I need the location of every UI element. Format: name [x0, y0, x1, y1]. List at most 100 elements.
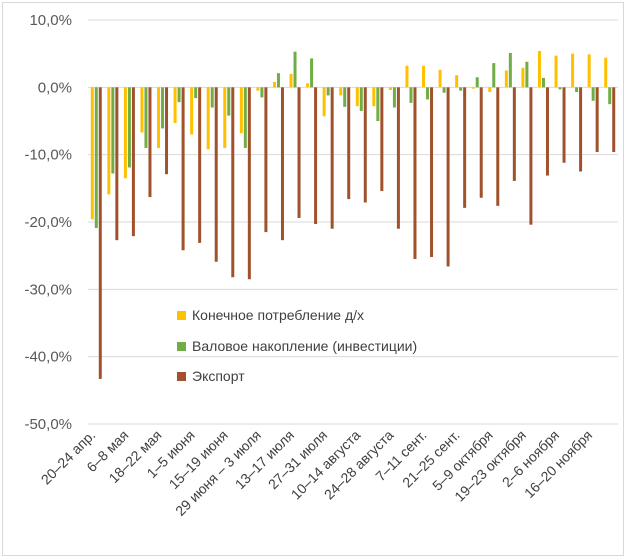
bar-series-3 — [595, 87, 599, 152]
bar-series-1 — [554, 55, 558, 88]
bar-series-1 — [537, 50, 541, 88]
bar-series-2 — [260, 87, 264, 98]
bar-series-1 — [571, 53, 575, 88]
bar-series-3 — [612, 87, 616, 152]
bar-series-2 — [243, 87, 247, 148]
bar-series-1 — [405, 65, 409, 88]
bar-series-2 — [426, 87, 430, 100]
bar-series-2 — [127, 87, 131, 168]
bar-series-3 — [413, 87, 417, 260]
bar-series-2 — [194, 87, 198, 99]
bar-series-1 — [488, 87, 492, 93]
bar-series-1 — [306, 83, 310, 88]
bar-series-3 — [579, 87, 583, 172]
bar-series-1 — [140, 87, 144, 133]
y-tick-label: 0,0% — [38, 79, 72, 96]
bar-series-2 — [392, 87, 396, 108]
y-tick-label: -30,0% — [24, 281, 72, 298]
bar-series-1 — [256, 87, 260, 91]
bar-series-3 — [264, 87, 268, 233]
bar-series-3 — [131, 87, 135, 237]
y-axis-tick-labels: 10,0% 0,0% -10,0% -20,0% -30,0% -40,0% -50,0% — [24, 12, 72, 433]
bar-series-2 — [409, 87, 413, 103]
bar-series-2 — [541, 77, 545, 88]
bar-series-1 — [239, 87, 243, 134]
chart-frame — [2, 2, 624, 556]
bar-series-2 — [111, 87, 115, 174]
bar-series-1 — [157, 87, 161, 148]
bar-series-2 — [608, 87, 612, 105]
bar-series-1 — [339, 87, 343, 96]
bar-series-1 — [521, 67, 525, 88]
legend-swatch — [177, 342, 186, 351]
bar-series-2 — [376, 87, 380, 121]
bar-series-1 — [422, 65, 426, 88]
bar-series-2 — [575, 87, 579, 93]
bar-series-2 — [144, 87, 148, 148]
y-tick-label: 10,0% — [29, 12, 72, 29]
bar-series-2 — [326, 87, 330, 96]
bar-series-2 — [227, 87, 231, 116]
bar-series-3 — [396, 87, 400, 229]
bar-series-3 — [430, 87, 434, 258]
y-tick-label: -50,0% — [24, 416, 72, 433]
bar-series-2 — [459, 87, 463, 91]
bar-series-3 — [314, 87, 318, 225]
bar-series-2 — [442, 87, 446, 93]
bars — [90, 50, 616, 379]
bar-series-1 — [438, 69, 442, 88]
bar-series-2 — [508, 52, 512, 88]
bar-series-1 — [90, 87, 94, 220]
bar-series-1 — [206, 87, 210, 150]
bar-series-2 — [310, 58, 314, 88]
bar-series-3 — [198, 87, 202, 243]
bar-series-1 — [322, 87, 326, 117]
bar-series-3 — [512, 87, 516, 181]
bar-series-3 — [247, 87, 251, 280]
bar-series-2 — [210, 87, 214, 108]
bar-series-1 — [289, 73, 293, 88]
bar-series-3 — [280, 87, 284, 241]
bar-series-3 — [463, 87, 467, 208]
bar-series-2 — [558, 87, 562, 90]
bar-series-3 — [297, 87, 301, 218]
bar-series-2 — [293, 51, 297, 88]
legend-swatch — [177, 311, 186, 320]
bar-series-2 — [94, 87, 98, 229]
bar-series-2 — [359, 87, 363, 111]
bar-series-1 — [587, 54, 591, 88]
bar-series-3 — [148, 87, 152, 198]
bar-series-3 — [214, 87, 218, 262]
bar-series-1 — [107, 87, 111, 195]
bar-series-3 — [545, 87, 549, 176]
bar-series-1 — [223, 87, 227, 148]
legend-label: Экспорт — [192, 368, 245, 384]
bar-series-3 — [529, 87, 533, 225]
bar-series-1 — [190, 87, 194, 135]
bar-series-1 — [123, 87, 127, 179]
bar-series-1 — [604, 57, 608, 88]
bar-series-2 — [591, 87, 595, 101]
bar-series-1 — [173, 87, 177, 124]
y-tick-label: -10,0% — [24, 147, 72, 164]
bar-series-3 — [446, 87, 450, 267]
bar-series-2 — [177, 87, 181, 103]
bar-series-1 — [471, 87, 475, 89]
bar-series-1 — [355, 87, 359, 107]
legend-label: Валовое накопление (инвестиции) — [192, 338, 417, 354]
bar-series-3 — [115, 87, 119, 241]
bar-series-2 — [492, 63, 496, 88]
bar-series-3 — [330, 87, 334, 229]
bar-series-3 — [347, 87, 351, 200]
legend: Конечное потребление д/х Валовое накоплен… — [177, 307, 417, 384]
bar-series-3 — [562, 87, 566, 163]
bar-series-3 — [165, 87, 169, 175]
bar-series-3 — [98, 87, 102, 379]
bar-series-3 — [363, 87, 367, 203]
bar-series-1 — [504, 70, 508, 88]
bar-series-1 — [455, 75, 459, 88]
bar-series-3 — [231, 87, 235, 278]
bar-series-2 — [475, 77, 479, 88]
legend-label: Конечное потребление д/х — [192, 307, 364, 323]
